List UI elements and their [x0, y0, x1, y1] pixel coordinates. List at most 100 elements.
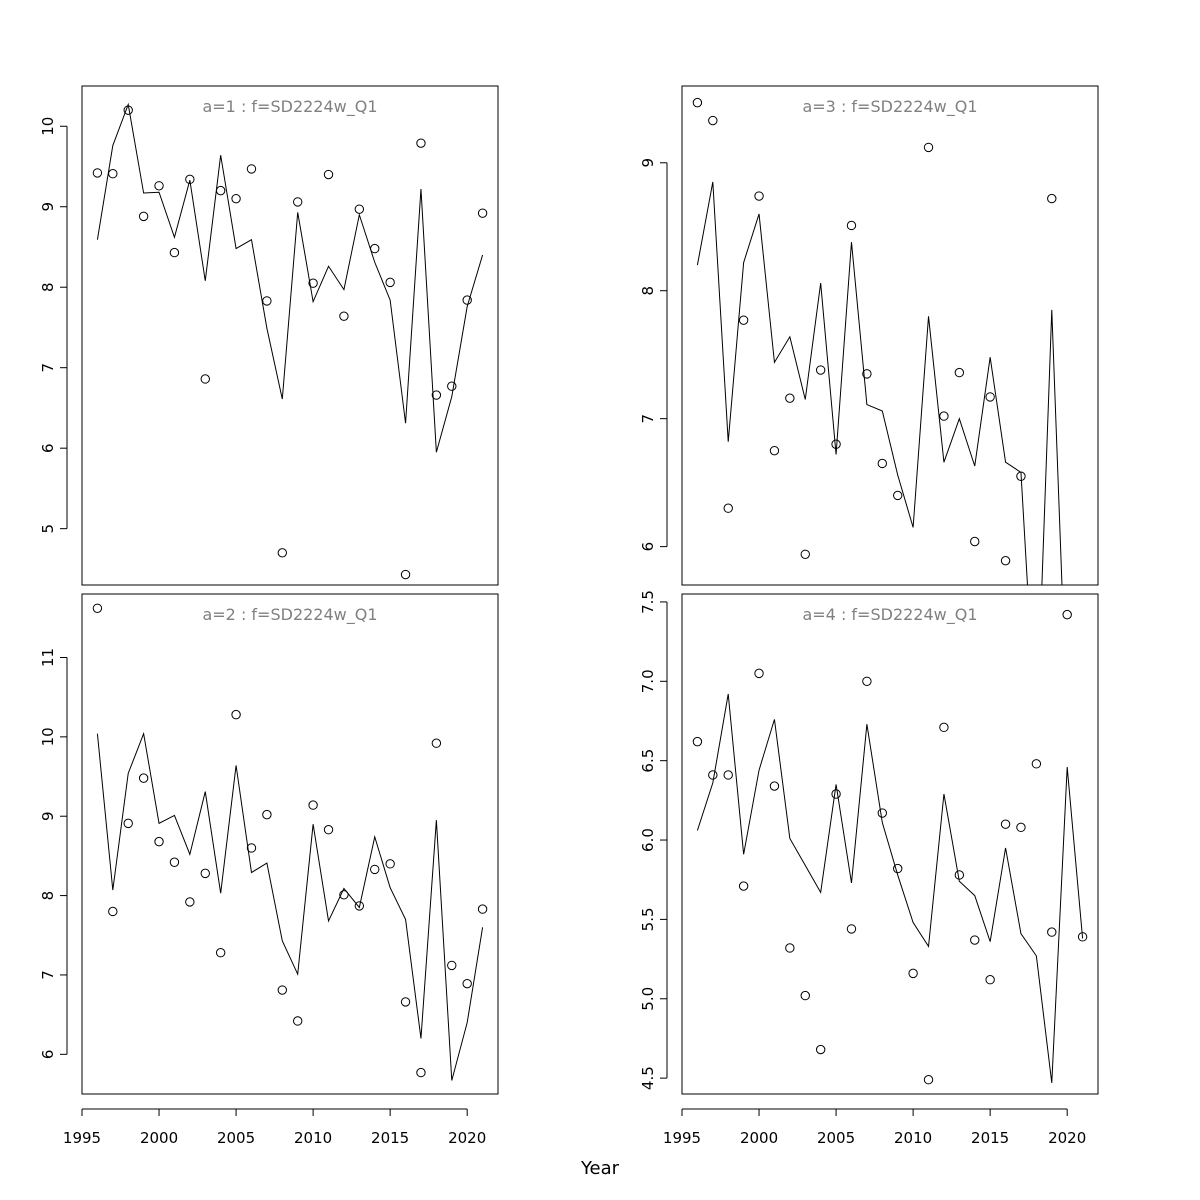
- data-point: [246, 843, 257, 853]
- data-point: [462, 978, 472, 989]
- plot-frame: [681, 85, 1099, 586]
- data-point: [370, 864, 380, 875]
- data-point: [108, 906, 118, 917]
- data-point: [185, 897, 195, 907]
- y-tick-label: 7: [639, 414, 657, 424]
- x-tick-label: 2020: [448, 1129, 486, 1147]
- data-point: [431, 738, 442, 748]
- y-axis: 6 7 8 9: [639, 158, 668, 551]
- data-point: [785, 943, 795, 953]
- data-point: [370, 243, 380, 254]
- data-point: [769, 781, 780, 791]
- data-point: [123, 818, 133, 829]
- data-point: [1016, 822, 1026, 833]
- y-tick-label: 6: [39, 1050, 57, 1060]
- y-axis: 4.5 5.0 5.5 6.0 6.5 7.0 7.5: [639, 590, 668, 1090]
- data-point: [200, 374, 210, 384]
- data-point: [954, 367, 965, 378]
- data-point: [323, 169, 334, 180]
- data-point: [754, 668, 764, 679]
- x-tick-label: 2005: [217, 1129, 255, 1147]
- data-point: [185, 174, 195, 185]
- data-point: [431, 390, 442, 400]
- panel-title: a=1 : f=SD2224w_Q1: [202, 97, 377, 117]
- data-point: [1062, 609, 1072, 620]
- data-point: [169, 247, 180, 258]
- panels: a=1 : f=SD2224w_Q1 5 6 7 8 9 10 a=3 : f=SD2224w…: [39, 85, 1099, 1147]
- data-point: [354, 901, 365, 911]
- data-point: [862, 676, 872, 687]
- y-tick-label: 7: [39, 970, 57, 980]
- data-point: [815, 1044, 826, 1055]
- x-tick-label: 1995: [663, 1129, 701, 1147]
- panel-title: a=4 : f=SD2224w_Q1: [802, 605, 977, 625]
- data-point: [893, 863, 903, 874]
- y-tick-label: 8: [39, 282, 57, 292]
- data-point: [800, 990, 810, 1001]
- data-point: [831, 439, 841, 449]
- data-point: [416, 138, 426, 148]
- data-point: [970, 536, 980, 547]
- data-point: [138, 773, 149, 783]
- data-point: [262, 296, 272, 306]
- data-point: [169, 857, 180, 867]
- data-point: [215, 185, 226, 196]
- data-point: [385, 859, 395, 869]
- data-point: [769, 445, 780, 456]
- x-tick-label: 2020: [1048, 1129, 1086, 1147]
- plot-frame: [681, 593, 1099, 1095]
- data-point: [200, 868, 210, 879]
- data-point: [154, 836, 164, 847]
- data-point: [215, 948, 226, 958]
- data-point: [323, 825, 334, 835]
- x-tick-label: 2000: [740, 1129, 778, 1147]
- data-point: [231, 709, 241, 720]
- data-point: [877, 458, 887, 469]
- y-tick-label: 7.5: [639, 590, 657, 614]
- data-point: [400, 569, 411, 580]
- y-tick-label: 6.5: [639, 749, 657, 773]
- data-point: [339, 890, 349, 900]
- data-point: [815, 365, 826, 375]
- y-tick-label: 6: [39, 443, 57, 453]
- data-point: [800, 549, 810, 559]
- data-point: [385, 277, 395, 288]
- x-axis: 1995 2000 2005 2010 2015 2020: [63, 1108, 486, 1147]
- panel-1: a=1 : f=SD2224w_Q1 5 6 7 8 9 10: [39, 85, 499, 586]
- x-tick-label: 2015: [371, 1129, 409, 1147]
- data-point: [1032, 615, 1040, 623]
- x-tick-label: 2010: [294, 1129, 332, 1147]
- data-point: [293, 1016, 303, 1026]
- data-point: [231, 193, 241, 204]
- data-point: [723, 503, 733, 513]
- data-point: [293, 197, 303, 207]
- data-point: [354, 204, 365, 214]
- x-tick-label: 2000: [140, 1129, 178, 1147]
- y-tick-label: 9: [39, 202, 57, 212]
- data-point: [985, 392, 995, 402]
- data-point: [970, 935, 980, 945]
- data-point: [1077, 932, 1088, 942]
- data-point: [985, 975, 995, 985]
- data-point: [447, 960, 457, 971]
- data-point: [1031, 759, 1042, 769]
- data-point: [400, 997, 411, 1007]
- data-point: [954, 870, 965, 880]
- data-point: [754, 191, 764, 201]
- data-point: [154, 181, 164, 191]
- panel-3: a=2 : f=SD2224w_Q1 6 7 8 9 10 11 1995 2000 2005 20…: [39, 593, 499, 1147]
- data-point: [1000, 819, 1011, 829]
- data-point: [846, 924, 857, 934]
- data-layer: [92, 102, 488, 580]
- y-tick-label: 7.0: [639, 669, 657, 693]
- panel-title: a=3 : f=SD2224w_Q1: [802, 97, 977, 117]
- y-tick-label: 10: [39, 727, 57, 746]
- y-tick-label: 7: [39, 363, 57, 373]
- y-tick-label: 6.0: [639, 828, 657, 852]
- data-point: [108, 169, 118, 179]
- fitted-line: [96, 102, 484, 453]
- data-point: [138, 211, 149, 222]
- data-point: [477, 904, 488, 914]
- data-point: [1047, 927, 1057, 937]
